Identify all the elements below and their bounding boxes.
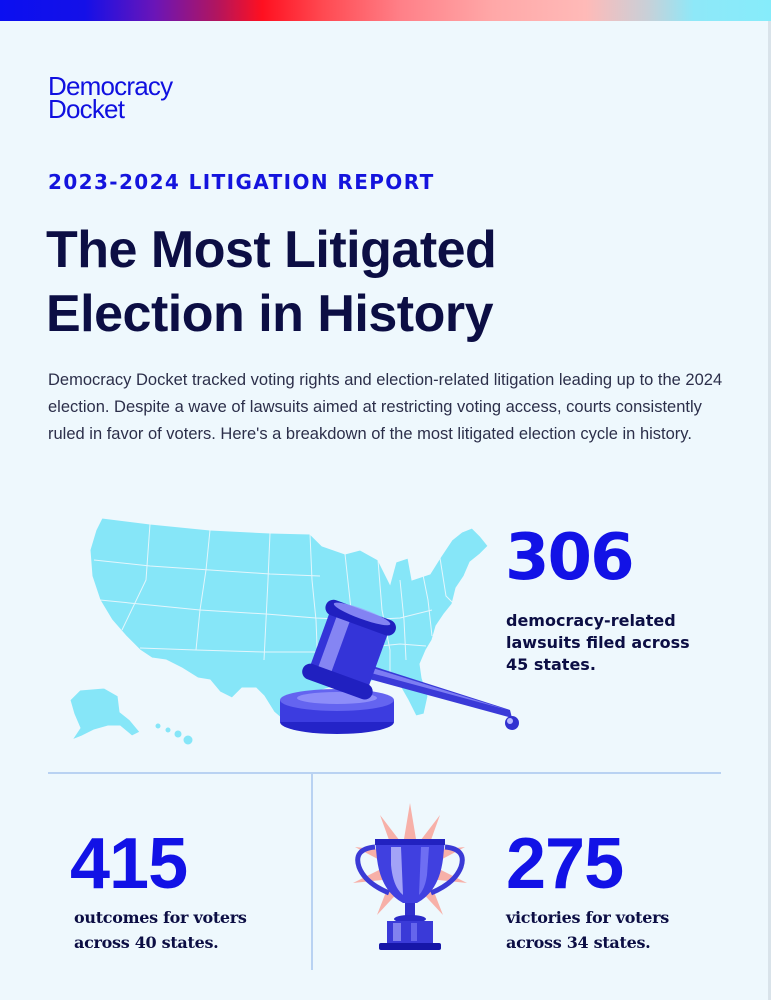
gradient-top-bar [0, 0, 771, 21]
victories-stat: 275 [506, 824, 624, 904]
lawsuits-filed-description: democracy-related lawsuits filed across … [506, 610, 736, 676]
page-title: The Most Litigated Election in History [46, 218, 746, 346]
outcomes-description: outcomes for voters across 40 states. [74, 905, 247, 955]
desc-line: across 34 states. [506, 933, 651, 952]
logo-line-2: Docket [48, 94, 125, 124]
desc-line: lawsuits filed across [506, 633, 690, 652]
report-kicker: 2023-2024 LITIGATION REPORT [48, 170, 435, 194]
logo-line-1: Democracy [48, 71, 173, 101]
democracy-docket-logo: Democracy Docket [48, 71, 173, 124]
intro-paragraph: Democracy Docket tracked voting rights a… [48, 371, 723, 443]
desc-line: democracy-related [506, 611, 676, 630]
horizontal-divider [48, 772, 721, 774]
desc-line: outcomes for voters [74, 908, 247, 927]
us-map-illustration [69, 517, 519, 746]
title-line-1: The Most Litigated [46, 221, 497, 279]
desc-line: 45 states. [506, 655, 596, 674]
lawsuits-filed-stat: 306 [505, 521, 635, 595]
desc-line: victories for voters [506, 908, 669, 927]
title-line-2: Election in History [46, 285, 494, 343]
trophy-icon [353, 803, 467, 950]
page-edge [768, 21, 771, 1000]
desc-line: across 40 states. [74, 933, 219, 952]
outcomes-stat: 415 [70, 824, 188, 904]
victories-description: victories for voters across 34 states. [506, 905, 669, 955]
vertical-divider [311, 774, 313, 970]
